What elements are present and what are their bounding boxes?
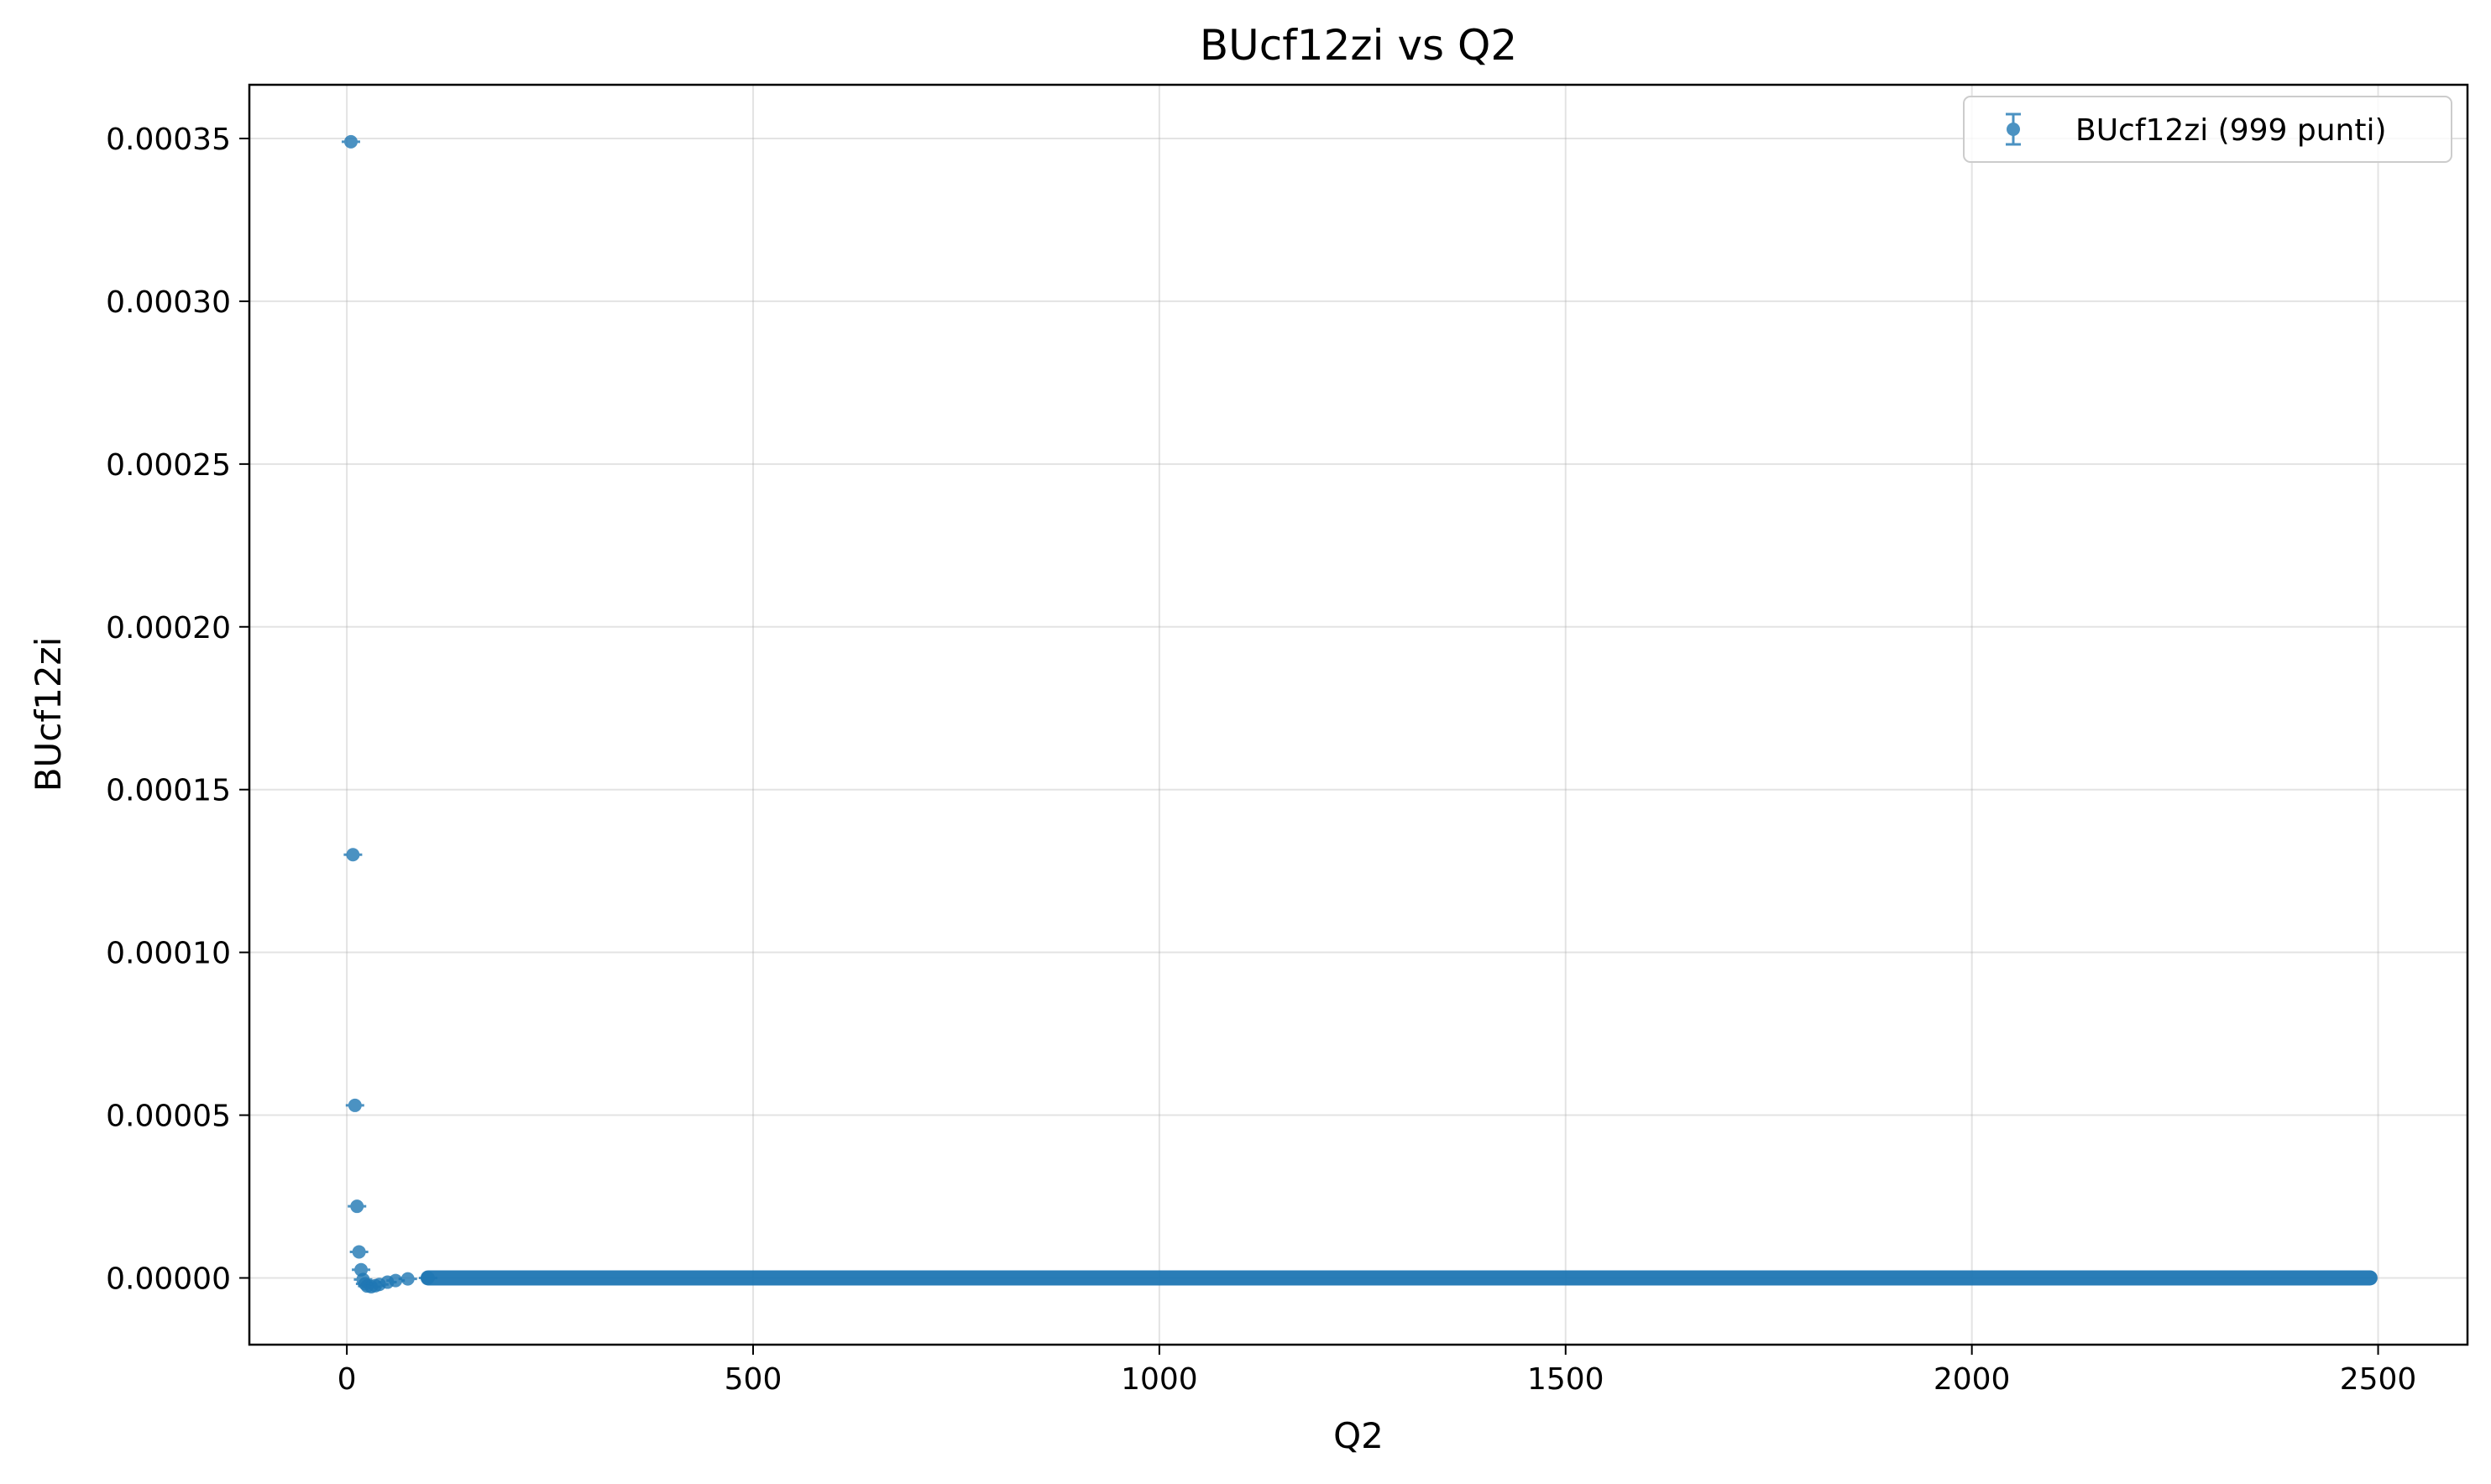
data-point xyxy=(398,1272,417,1286)
y-tick-label: 0.00015 xyxy=(106,774,231,808)
data-point xyxy=(343,848,363,862)
x-tick-label: 1000 xyxy=(1121,1362,1198,1397)
y-tick-label: 0.00030 xyxy=(106,285,231,320)
data-point xyxy=(418,1271,437,1285)
x-tick-label: 1500 xyxy=(1527,1362,1604,1397)
x-tick-label: 2500 xyxy=(2340,1362,2417,1397)
x-tick-label: 0 xyxy=(338,1362,357,1397)
data-point xyxy=(341,134,360,149)
legend-marker xyxy=(2006,112,2021,146)
data-point xyxy=(348,1199,367,1214)
legend-label: BUcf12zi (999 punti) xyxy=(2075,113,2387,148)
data-point xyxy=(349,1245,369,1259)
plot-frame xyxy=(248,83,2469,1346)
y-tick-label: 0.00005 xyxy=(106,1100,231,1134)
x-tick-label: 500 xyxy=(725,1362,782,1397)
legend: BUcf12zi (999 punti) xyxy=(1963,96,2452,163)
legend-box xyxy=(1963,96,2452,163)
chart-title: BUcf12zi vs Q2 xyxy=(1200,21,1517,70)
data-point xyxy=(345,1098,364,1112)
y-tick-label: 0.00000 xyxy=(106,1262,231,1296)
ticks: 0 500 1000 1500 2000 2500 0.00000 0.00005 0.0001… xyxy=(106,123,2416,1397)
y-axis-label: BUcf12zi xyxy=(28,637,69,792)
y-tick-label: 0.00020 xyxy=(106,611,231,645)
data-layer xyxy=(341,134,2378,1293)
y-tick-label: 0.00035 xyxy=(106,123,231,157)
x-axis-label: Q2 xyxy=(1333,1415,1384,1456)
y-tick-label: 0.00010 xyxy=(106,937,231,971)
x-tick-label: 2000 xyxy=(1934,1362,2011,1397)
y-tick-label: 0.00025 xyxy=(106,448,231,483)
